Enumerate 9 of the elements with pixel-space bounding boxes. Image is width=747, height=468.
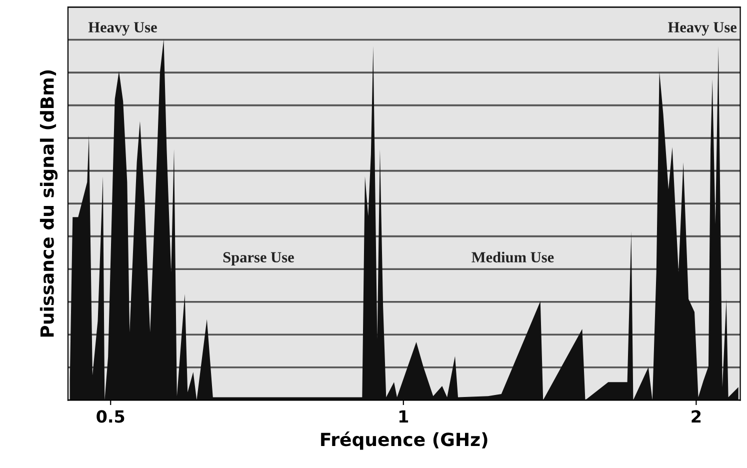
x-tick-label: 1	[399, 410, 408, 423]
x-tick-label: 2	[692, 410, 701, 423]
x-axis-title: Fréquence (GHz)	[321, 432, 488, 450]
y-axis-title: Puissance du signal (dBm)	[40, 70, 58, 337]
annotation: Sparse Use	[223, 252, 294, 266]
x-tick-label: 0.5	[96, 410, 124, 423]
text: Heavy Use	[88, 22, 157, 36]
text: Heavy Use	[668, 22, 737, 36]
annotation: Medium Use	[472, 252, 554, 262]
